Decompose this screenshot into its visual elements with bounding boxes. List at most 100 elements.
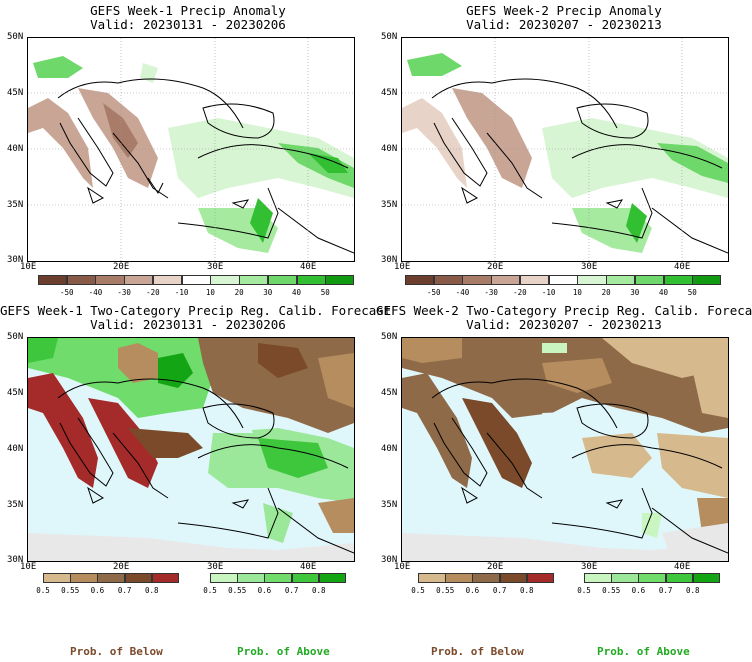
colorbar-label: 40 xyxy=(292,288,302,297)
colorbar-swatch xyxy=(291,573,320,583)
lat-label: 50N xyxy=(381,32,398,42)
panel-subtitle: Valid: 20230207 - 20230213 xyxy=(466,317,662,332)
lon-label: 20E xyxy=(487,562,504,572)
colorbar-label: 10 xyxy=(572,288,582,297)
colorbar-label: -30 xyxy=(484,288,498,297)
lat-label: 40N xyxy=(7,144,24,154)
colorbar-swatch xyxy=(418,573,446,583)
colorbar-label: 0.7 xyxy=(658,586,673,595)
colorbar-label: -30 xyxy=(117,288,131,297)
colorbar-swatch xyxy=(237,573,265,583)
lat-label: 45N xyxy=(7,388,24,398)
panel-week1-anomaly: GEFS Week-1 Precip Anomaly Valid: 202301… xyxy=(0,0,376,300)
colorbar-label: 10 xyxy=(205,288,215,297)
panel-week1-two-category: GEFS Week-1 Two-Category Precip Reg. Cal… xyxy=(0,300,391,600)
colorbar-swatch xyxy=(584,573,612,583)
lat-label: 30N xyxy=(7,255,24,265)
lat-label: 35N xyxy=(381,500,398,510)
panel-subtitle: Valid: 20230131 - 20230206 xyxy=(90,17,286,32)
colorbar-label: 0.6 xyxy=(631,586,646,595)
above-colorbar: 0.5 0.55 0.6 0.7 0.8 xyxy=(203,573,347,597)
colorbar-swatch xyxy=(499,573,528,583)
colorbar-swatch xyxy=(692,573,721,583)
prob-above-label: Prob. of Above xyxy=(237,645,330,658)
colorbar-swatch xyxy=(665,573,694,583)
colorbar-swatch xyxy=(606,275,636,285)
colorbar-label: -20 xyxy=(146,288,160,297)
colorbar-label: 20 xyxy=(234,288,244,297)
anomaly-colorbar: -50 -40 -30 -20 -10 10 20 30 40 50 xyxy=(405,275,722,299)
colorbar-swatch xyxy=(433,275,463,285)
panel-week2-anomaly: GEFS Week-2 Precip Anomaly Valid: 202302… xyxy=(376,0,752,300)
lat-label: 35N xyxy=(7,200,24,210)
lat-label: 40N xyxy=(381,144,398,154)
lon-label: 10E xyxy=(394,562,411,572)
colorbar-label: 0.8 xyxy=(312,586,326,595)
lon-label: 40E xyxy=(300,262,317,272)
colorbar-label: 30 xyxy=(263,288,273,297)
colorbar-label: 0.6 xyxy=(465,586,480,595)
probability-map xyxy=(27,337,355,562)
lat-label: 35N xyxy=(7,500,24,510)
lon-label: 30E xyxy=(207,562,224,572)
colorbar-swatch xyxy=(638,573,667,583)
colorbar-label: 0.55 xyxy=(436,586,455,595)
lat-label: 50N xyxy=(7,32,24,42)
colorbar-swatch xyxy=(296,275,326,285)
anomaly-map xyxy=(27,37,355,262)
lat-label: 40N xyxy=(381,444,398,454)
colorbar-label: 0.5 xyxy=(203,586,217,595)
colorbar-swatch xyxy=(519,275,550,285)
lon-label: 40E xyxy=(674,562,691,572)
lat-label: 50N xyxy=(7,332,24,342)
colorbar-swatch xyxy=(267,275,298,285)
lon-label: 40E xyxy=(300,562,317,572)
colorbar-label: 0.7 xyxy=(117,586,132,595)
panel-title: GEFS Week-2 Two-Category Precip Reg. Cal… xyxy=(376,303,752,318)
colorbar-label: 50 xyxy=(320,288,330,297)
colorbar-swatch xyxy=(66,275,96,285)
colorbar-swatch xyxy=(548,275,578,285)
lat-label: 45N xyxy=(7,88,24,98)
colorbar-swatch xyxy=(462,275,492,285)
above-colorbar: 0.5 0.55 0.6 0.7 0.8 xyxy=(577,573,721,597)
colorbar-swatch xyxy=(239,275,269,285)
colorbar-label: -40 xyxy=(455,288,470,297)
colorbar-label: 40 xyxy=(659,288,669,297)
colorbar-label: 0.5 xyxy=(36,586,50,595)
colorbar-label: 50 xyxy=(687,288,697,297)
colorbar-swatch xyxy=(95,275,125,285)
lat-label: 30N xyxy=(381,555,398,565)
lon-label: 10E xyxy=(20,562,37,572)
colorbar-swatch xyxy=(663,275,693,285)
colorbar-swatch xyxy=(210,573,238,583)
colorbar-swatch xyxy=(692,275,722,285)
colorbar-swatch xyxy=(151,573,180,583)
prob-below-label: Prob. of Below xyxy=(70,645,163,658)
colorbar-swatch xyxy=(634,275,665,285)
panel-subtitle: Valid: 20230207 - 20230213 xyxy=(466,17,662,32)
colorbar-label: 20 xyxy=(601,288,611,297)
panel-subtitle: Valid: 20230131 - 20230206 xyxy=(90,317,286,332)
colorbar-label: 0.7 xyxy=(284,586,299,595)
lon-label: 20E xyxy=(113,562,130,572)
anomaly-colorbar: -50 -40 -30 -20 -10 10 20 30 40 50 xyxy=(38,275,355,299)
lat-label: 30N xyxy=(7,555,24,565)
colorbar-label: 0.55 xyxy=(228,586,247,595)
colorbar-swatch xyxy=(611,573,639,583)
lat-label: 45N xyxy=(381,88,398,98)
colorbar-swatch xyxy=(577,275,607,285)
lat-label: 35N xyxy=(381,200,398,210)
colorbar-label: -50 xyxy=(426,288,441,297)
lon-label: 30E xyxy=(581,562,598,572)
lon-label: 20E xyxy=(113,262,130,272)
colorbar-swatch xyxy=(472,573,501,583)
panel-title: GEFS Week-2 Precip Anomaly xyxy=(466,3,662,18)
prob-below-label: Prob. of Below xyxy=(431,645,524,658)
lat-label: 45N xyxy=(381,388,398,398)
lon-label: 20E xyxy=(487,262,504,272)
colorbar-swatch xyxy=(526,573,555,583)
panel-week2-two-category: GEFS Week-2 Two-Category Precip Reg. Cal… xyxy=(376,300,752,600)
colorbar-label: 0.55 xyxy=(602,586,621,595)
colorbar-swatch xyxy=(124,573,153,583)
